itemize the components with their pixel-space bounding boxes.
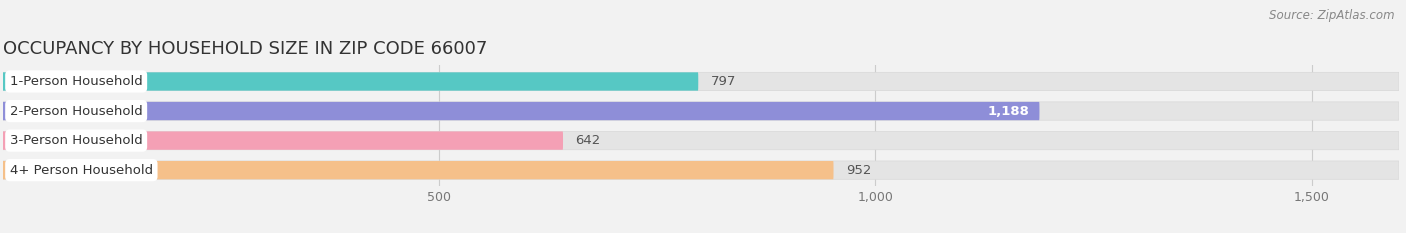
Text: OCCUPANCY BY HOUSEHOLD SIZE IN ZIP CODE 66007: OCCUPANCY BY HOUSEHOLD SIZE IN ZIP CODE … <box>3 40 488 58</box>
Text: 3-Person Household: 3-Person Household <box>10 134 142 147</box>
Text: Source: ZipAtlas.com: Source: ZipAtlas.com <box>1270 9 1395 22</box>
Text: 797: 797 <box>710 75 735 88</box>
Text: 642: 642 <box>575 134 600 147</box>
Text: 1,188: 1,188 <box>987 105 1029 117</box>
Text: 1-Person Household: 1-Person Household <box>10 75 142 88</box>
FancyBboxPatch shape <box>3 72 1399 91</box>
FancyBboxPatch shape <box>3 102 1399 120</box>
Text: 2-Person Household: 2-Person Household <box>10 105 142 117</box>
Text: 4+ Person Household: 4+ Person Household <box>10 164 153 177</box>
FancyBboxPatch shape <box>3 72 699 91</box>
FancyBboxPatch shape <box>3 161 1399 179</box>
FancyBboxPatch shape <box>3 131 562 150</box>
FancyBboxPatch shape <box>3 131 1399 150</box>
FancyBboxPatch shape <box>3 161 834 179</box>
Text: 952: 952 <box>846 164 872 177</box>
FancyBboxPatch shape <box>3 102 1039 120</box>
